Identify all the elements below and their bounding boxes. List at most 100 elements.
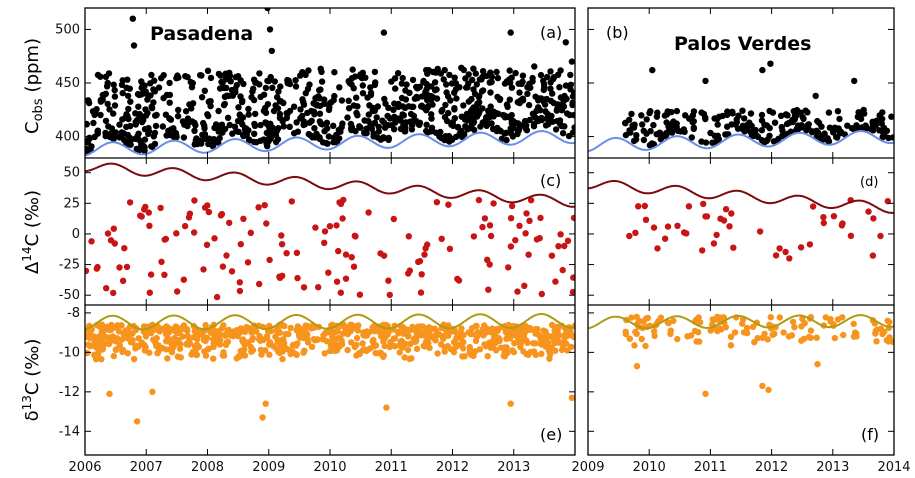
data-point — [685, 203, 693, 210]
data-point — [410, 335, 418, 343]
data-point — [552, 330, 560, 338]
data-point — [501, 114, 509, 121]
data-point — [207, 102, 214, 110]
data-point-outlier — [133, 418, 141, 425]
data-point — [470, 233, 478, 240]
data-point — [673, 107, 681, 115]
data-point — [344, 346, 351, 354]
data-point — [510, 330, 517, 338]
data-point — [365, 111, 372, 118]
data-point — [228, 330, 235, 338]
data-point — [543, 336, 550, 344]
data-point — [312, 101, 319, 108]
data-point — [470, 119, 477, 127]
title-palos-verdes: Palos Verdes — [674, 33, 811, 55]
data-point — [308, 325, 315, 332]
data-point — [215, 70, 223, 78]
data-point — [355, 322, 362, 329]
data-point — [872, 327, 879, 335]
data-point — [356, 291, 364, 298]
data-point — [341, 324, 348, 331]
data-point — [622, 119, 629, 127]
data-point — [543, 342, 550, 350]
data-point — [445, 201, 452, 208]
data-point — [743, 126, 751, 134]
data-point — [650, 224, 658, 231]
data-point — [494, 74, 502, 82]
data-point — [352, 73, 359, 80]
data-point — [211, 139, 218, 146]
data-point — [544, 73, 551, 81]
data-point — [691, 327, 699, 335]
data-point — [242, 124, 249, 132]
data-point — [850, 320, 857, 327]
data-point — [428, 83, 435, 90]
data-point — [219, 79, 226, 87]
data-point — [318, 78, 326, 85]
data-point — [261, 202, 268, 209]
data-point — [434, 350, 441, 357]
data-point — [329, 335, 337, 342]
data-point — [642, 342, 649, 350]
data-point — [640, 136, 648, 144]
data-point — [350, 263, 358, 270]
data-point — [118, 132, 125, 139]
data-point — [451, 89, 458, 96]
data-point — [559, 130, 567, 137]
data-point — [653, 131, 660, 138]
data-point — [363, 125, 370, 132]
data-point — [798, 323, 805, 330]
data-point — [110, 225, 118, 232]
data-point — [251, 130, 258, 137]
data-point — [479, 223, 486, 231]
data-point-outlier — [268, 47, 275, 55]
data-point — [333, 278, 341, 285]
data-point — [628, 110, 635, 118]
data-point-outlier — [507, 400, 514, 407]
data-point — [628, 314, 635, 321]
data-point — [113, 338, 120, 345]
data-point — [547, 85, 554, 92]
data-point — [526, 116, 533, 124]
data-point — [210, 355, 217, 362]
data-point — [353, 334, 361, 342]
data-point — [418, 102, 425, 109]
data-point — [406, 267, 413, 274]
data-point — [308, 117, 315, 125]
data-point — [521, 282, 528, 289]
data-point — [834, 316, 842, 323]
data-point — [373, 114, 380, 121]
data-point — [363, 130, 370, 137]
data-point — [105, 340, 113, 348]
data-point — [791, 324, 798, 331]
panel-label-c: (c) — [540, 171, 561, 190]
data-point — [333, 222, 340, 229]
data-point — [330, 343, 338, 350]
data-point — [103, 285, 110, 292]
data-point — [174, 288, 181, 295]
data-point — [564, 237, 572, 244]
data-point — [256, 280, 263, 288]
data-point — [361, 346, 369, 353]
data-point — [734, 125, 742, 132]
data-point — [486, 79, 493, 86]
data-point — [723, 111, 731, 119]
data-point — [530, 121, 538, 128]
data-point — [255, 204, 262, 211]
data-point — [215, 107, 222, 115]
data-point — [453, 95, 460, 102]
data-point — [519, 72, 527, 79]
data-point — [547, 68, 554, 75]
data-point — [203, 241, 211, 248]
data-point — [391, 75, 399, 82]
data-point — [142, 329, 149, 337]
data-point — [262, 119, 269, 126]
data-point — [416, 329, 423, 336]
data-point — [88, 238, 95, 245]
data-point — [824, 135, 831, 142]
data-point — [102, 117, 110, 125]
data-point — [491, 333, 498, 340]
data-point — [416, 258, 424, 265]
data-point — [664, 223, 672, 230]
data-point — [743, 324, 751, 332]
